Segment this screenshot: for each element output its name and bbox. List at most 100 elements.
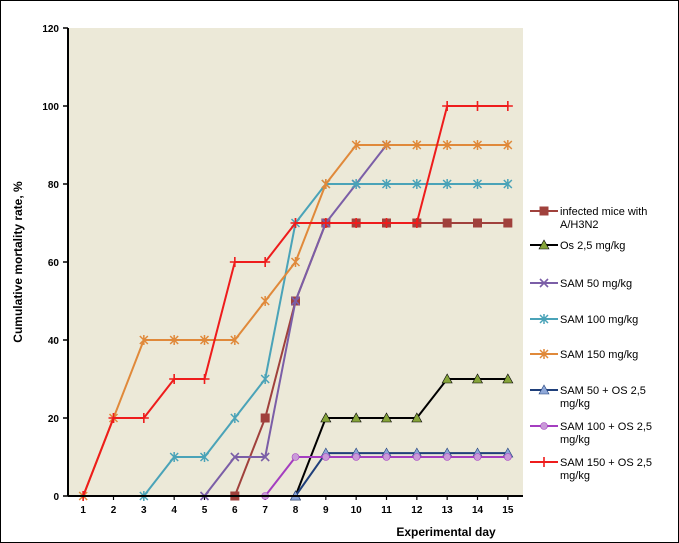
legend-item: SAM 150 mg/kg <box>530 349 638 361</box>
data-point <box>199 452 210 462</box>
data-point <box>260 257 271 267</box>
legend-label: mg/kg <box>560 398 590 410</box>
data-point <box>412 140 422 150</box>
data-point <box>138 413 149 423</box>
data-point <box>472 179 483 189</box>
data-point <box>320 412 332 423</box>
legend-item: SAM 100 + OS 2,5mg/kg <box>530 421 652 446</box>
data-point <box>539 206 549 216</box>
data-point <box>290 218 301 228</box>
data-point <box>108 413 119 423</box>
data-point <box>321 179 331 189</box>
series-line <box>294 452 508 497</box>
legend-label: SAM 100 mg/kg <box>560 314 638 326</box>
x-axis-title: Experimental day <box>396 525 496 539</box>
data-point <box>503 218 513 228</box>
data-point <box>229 257 240 267</box>
y-tick-label: 80 <box>48 180 60 191</box>
data-point <box>169 374 180 384</box>
data-point <box>442 218 452 228</box>
x-tick-label: 13 <box>442 505 454 516</box>
data-point <box>230 335 240 345</box>
legend-label: SAM 50 + OS 2,5 <box>560 385 646 397</box>
x-tick-label: 7 <box>262 505 268 516</box>
data-point <box>413 453 421 461</box>
x-tick-label: 10 <box>351 505 363 516</box>
data-point <box>442 179 452 189</box>
data-point <box>290 296 301 306</box>
x-tick-label: 11 <box>381 505 392 516</box>
x-tick-label: 8 <box>293 505 299 516</box>
data-point <box>260 452 270 462</box>
data-point <box>169 335 179 345</box>
data-point <box>169 452 179 462</box>
legend-label: infected mice with <box>560 206 647 218</box>
data-point <box>290 257 301 267</box>
data-point <box>442 101 453 111</box>
legend-label: SAM 150 mg/kg <box>560 349 638 361</box>
data-point <box>472 101 483 111</box>
x-tick-label: 5 <box>202 505 208 516</box>
data-point <box>502 101 513 111</box>
data-point <box>381 179 392 189</box>
y-tick-label: 0 <box>53 492 59 503</box>
legend-label: mg/kg <box>560 470 590 482</box>
series <box>261 453 512 500</box>
data-point <box>503 140 513 150</box>
y-axis-title: Cumulative mortality rate, % <box>11 181 25 343</box>
series-layer <box>78 101 514 501</box>
x-tick-label: 14 <box>472 505 484 516</box>
data-point <box>538 239 550 250</box>
data-point <box>472 140 483 150</box>
data-point <box>230 452 240 462</box>
x-tick-label: 1 <box>80 505 86 516</box>
data-point <box>381 140 392 150</box>
data-point <box>199 374 210 384</box>
data-point <box>320 218 331 228</box>
data-point <box>322 453 330 461</box>
data-point <box>139 335 149 345</box>
data-point <box>471 373 484 384</box>
legend-item: SAM 50 mg/kg <box>530 278 632 290</box>
data-point <box>539 457 549 467</box>
data-point <box>230 413 240 423</box>
data-point <box>473 218 482 228</box>
legend-label: mg/kg <box>560 434 590 446</box>
data-point <box>539 314 549 324</box>
series-line <box>294 378 508 497</box>
data-point <box>411 412 423 423</box>
x-tick-label: 15 <box>502 505 514 516</box>
data-point <box>504 453 512 461</box>
data-point <box>381 218 392 228</box>
data-point <box>502 373 514 384</box>
data-point <box>539 349 549 359</box>
data-point <box>411 218 422 228</box>
data-point <box>260 413 270 423</box>
x-tick-label: 2 <box>111 505 117 516</box>
data-point <box>352 453 360 461</box>
data-point <box>260 296 270 306</box>
legend-item: Os 2,5 mg/kg <box>530 239 625 252</box>
legend-label: SAM 50 mg/kg <box>560 278 632 290</box>
x-tick-label: 12 <box>411 505 423 516</box>
legend-item: SAM 50 + OS 2,5mg/kg <box>530 384 646 410</box>
legend-label: SAM 150 + OS 2,5 <box>560 457 652 469</box>
legend-label: A/H3N2 <box>560 219 599 231</box>
x-tick-label: 6 <box>232 505 238 516</box>
y-tick-label: 40 <box>48 336 60 347</box>
data-point <box>538 384 550 395</box>
data-point <box>539 278 549 288</box>
x-tick-label: 9 <box>323 505 329 516</box>
data-point <box>412 179 422 189</box>
series <box>289 373 514 501</box>
data-point <box>540 422 548 430</box>
data-point <box>291 453 300 461</box>
x-tick-label: 3 <box>141 505 147 516</box>
legend-label: Os 2,5 mg/kg <box>560 240 625 252</box>
data-point <box>442 140 452 150</box>
legend-item: SAM 100 mg/kg <box>530 314 638 326</box>
legend-label: SAM 100 + OS 2,5 <box>560 421 652 433</box>
